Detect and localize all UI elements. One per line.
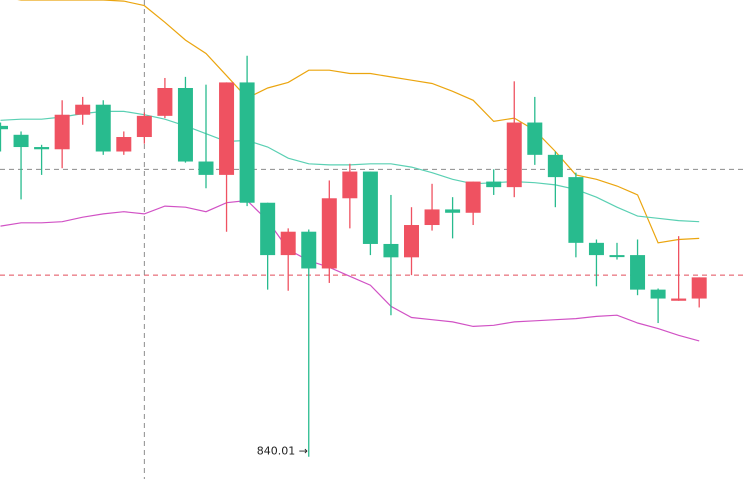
candle-down bbox=[34, 144, 50, 175]
candle-down bbox=[609, 242, 625, 260]
candle-body bbox=[630, 255, 646, 290]
candle-body bbox=[650, 289, 666, 299]
candle-body bbox=[301, 231, 317, 269]
reference-lines bbox=[0, 168, 745, 276]
candles bbox=[0, 55, 707, 457]
candle-down bbox=[630, 239, 646, 296]
candle-body bbox=[95, 104, 111, 152]
candle-down bbox=[0, 122, 8, 152]
candle-up bbox=[54, 100, 70, 169]
candle-body bbox=[0, 125, 8, 130]
candle-body bbox=[568, 177, 584, 243]
candle-down bbox=[486, 169, 502, 195]
candle-body bbox=[404, 225, 419, 258]
candle-up bbox=[671, 236, 687, 301]
candle-body bbox=[321, 198, 337, 269]
candle-down bbox=[547, 151, 563, 208]
candle-body bbox=[383, 243, 399, 258]
candle-up bbox=[691, 277, 707, 308]
upper-band-line bbox=[17, 0, 700, 244]
candle-down bbox=[95, 100, 111, 155]
candle-body bbox=[116, 137, 132, 152]
candle-up bbox=[424, 183, 440, 231]
candle-up bbox=[136, 112, 152, 144]
candle-up bbox=[157, 77, 173, 119]
candle-body bbox=[136, 115, 152, 138]
candle-body bbox=[362, 171, 378, 244]
candle-body bbox=[239, 82, 255, 203]
candle-down bbox=[13, 131, 29, 200]
candle-body bbox=[219, 82, 235, 175]
candle-body bbox=[506, 122, 522, 188]
candle-down bbox=[260, 202, 276, 290]
candle-down bbox=[445, 197, 461, 239]
candle-up bbox=[465, 181, 481, 226]
candle-down bbox=[650, 288, 666, 324]
candle-up bbox=[342, 163, 358, 229]
candle-body bbox=[13, 134, 29, 148]
candle-body bbox=[424, 209, 440, 226]
candle-body bbox=[54, 114, 70, 150]
candle-body bbox=[260, 202, 276, 256]
candle-body bbox=[671, 298, 687, 301]
candle-body bbox=[588, 242, 604, 256]
candle-down bbox=[588, 239, 604, 287]
candle-body bbox=[609, 255, 625, 258]
candle-body bbox=[177, 88, 193, 162]
candle-body bbox=[198, 161, 214, 175]
candle-down bbox=[177, 76, 193, 163]
candle-up bbox=[404, 207, 419, 276]
candle-up bbox=[506, 81, 522, 198]
candle-body bbox=[34, 147, 50, 150]
candle-up bbox=[219, 82, 235, 232]
candle-down bbox=[383, 194, 399, 316]
lower-band-line bbox=[0, 199, 700, 342]
candle-body bbox=[342, 171, 358, 199]
candle-up bbox=[280, 228, 296, 291]
candle-up bbox=[321, 180, 337, 283]
candle-body bbox=[445, 209, 461, 213]
candle-body bbox=[527, 122, 543, 155]
low-price-label: 840.01 → bbox=[257, 445, 308, 458]
candle-down bbox=[527, 96, 543, 165]
candle-up bbox=[116, 131, 132, 155]
candle-down bbox=[362, 171, 378, 256]
candle-body bbox=[486, 181, 502, 188]
candle-up bbox=[75, 96, 91, 125]
candle-body bbox=[75, 104, 91, 115]
candle-down bbox=[301, 229, 317, 457]
candle-body bbox=[280, 231, 296, 256]
candle-body bbox=[691, 277, 707, 299]
candle-body bbox=[547, 154, 563, 178]
candle-body bbox=[157, 88, 173, 116]
candle-down bbox=[568, 172, 584, 258]
candle-down bbox=[198, 84, 214, 189]
candle-body bbox=[465, 181, 481, 213]
candle-down bbox=[239, 55, 255, 207]
